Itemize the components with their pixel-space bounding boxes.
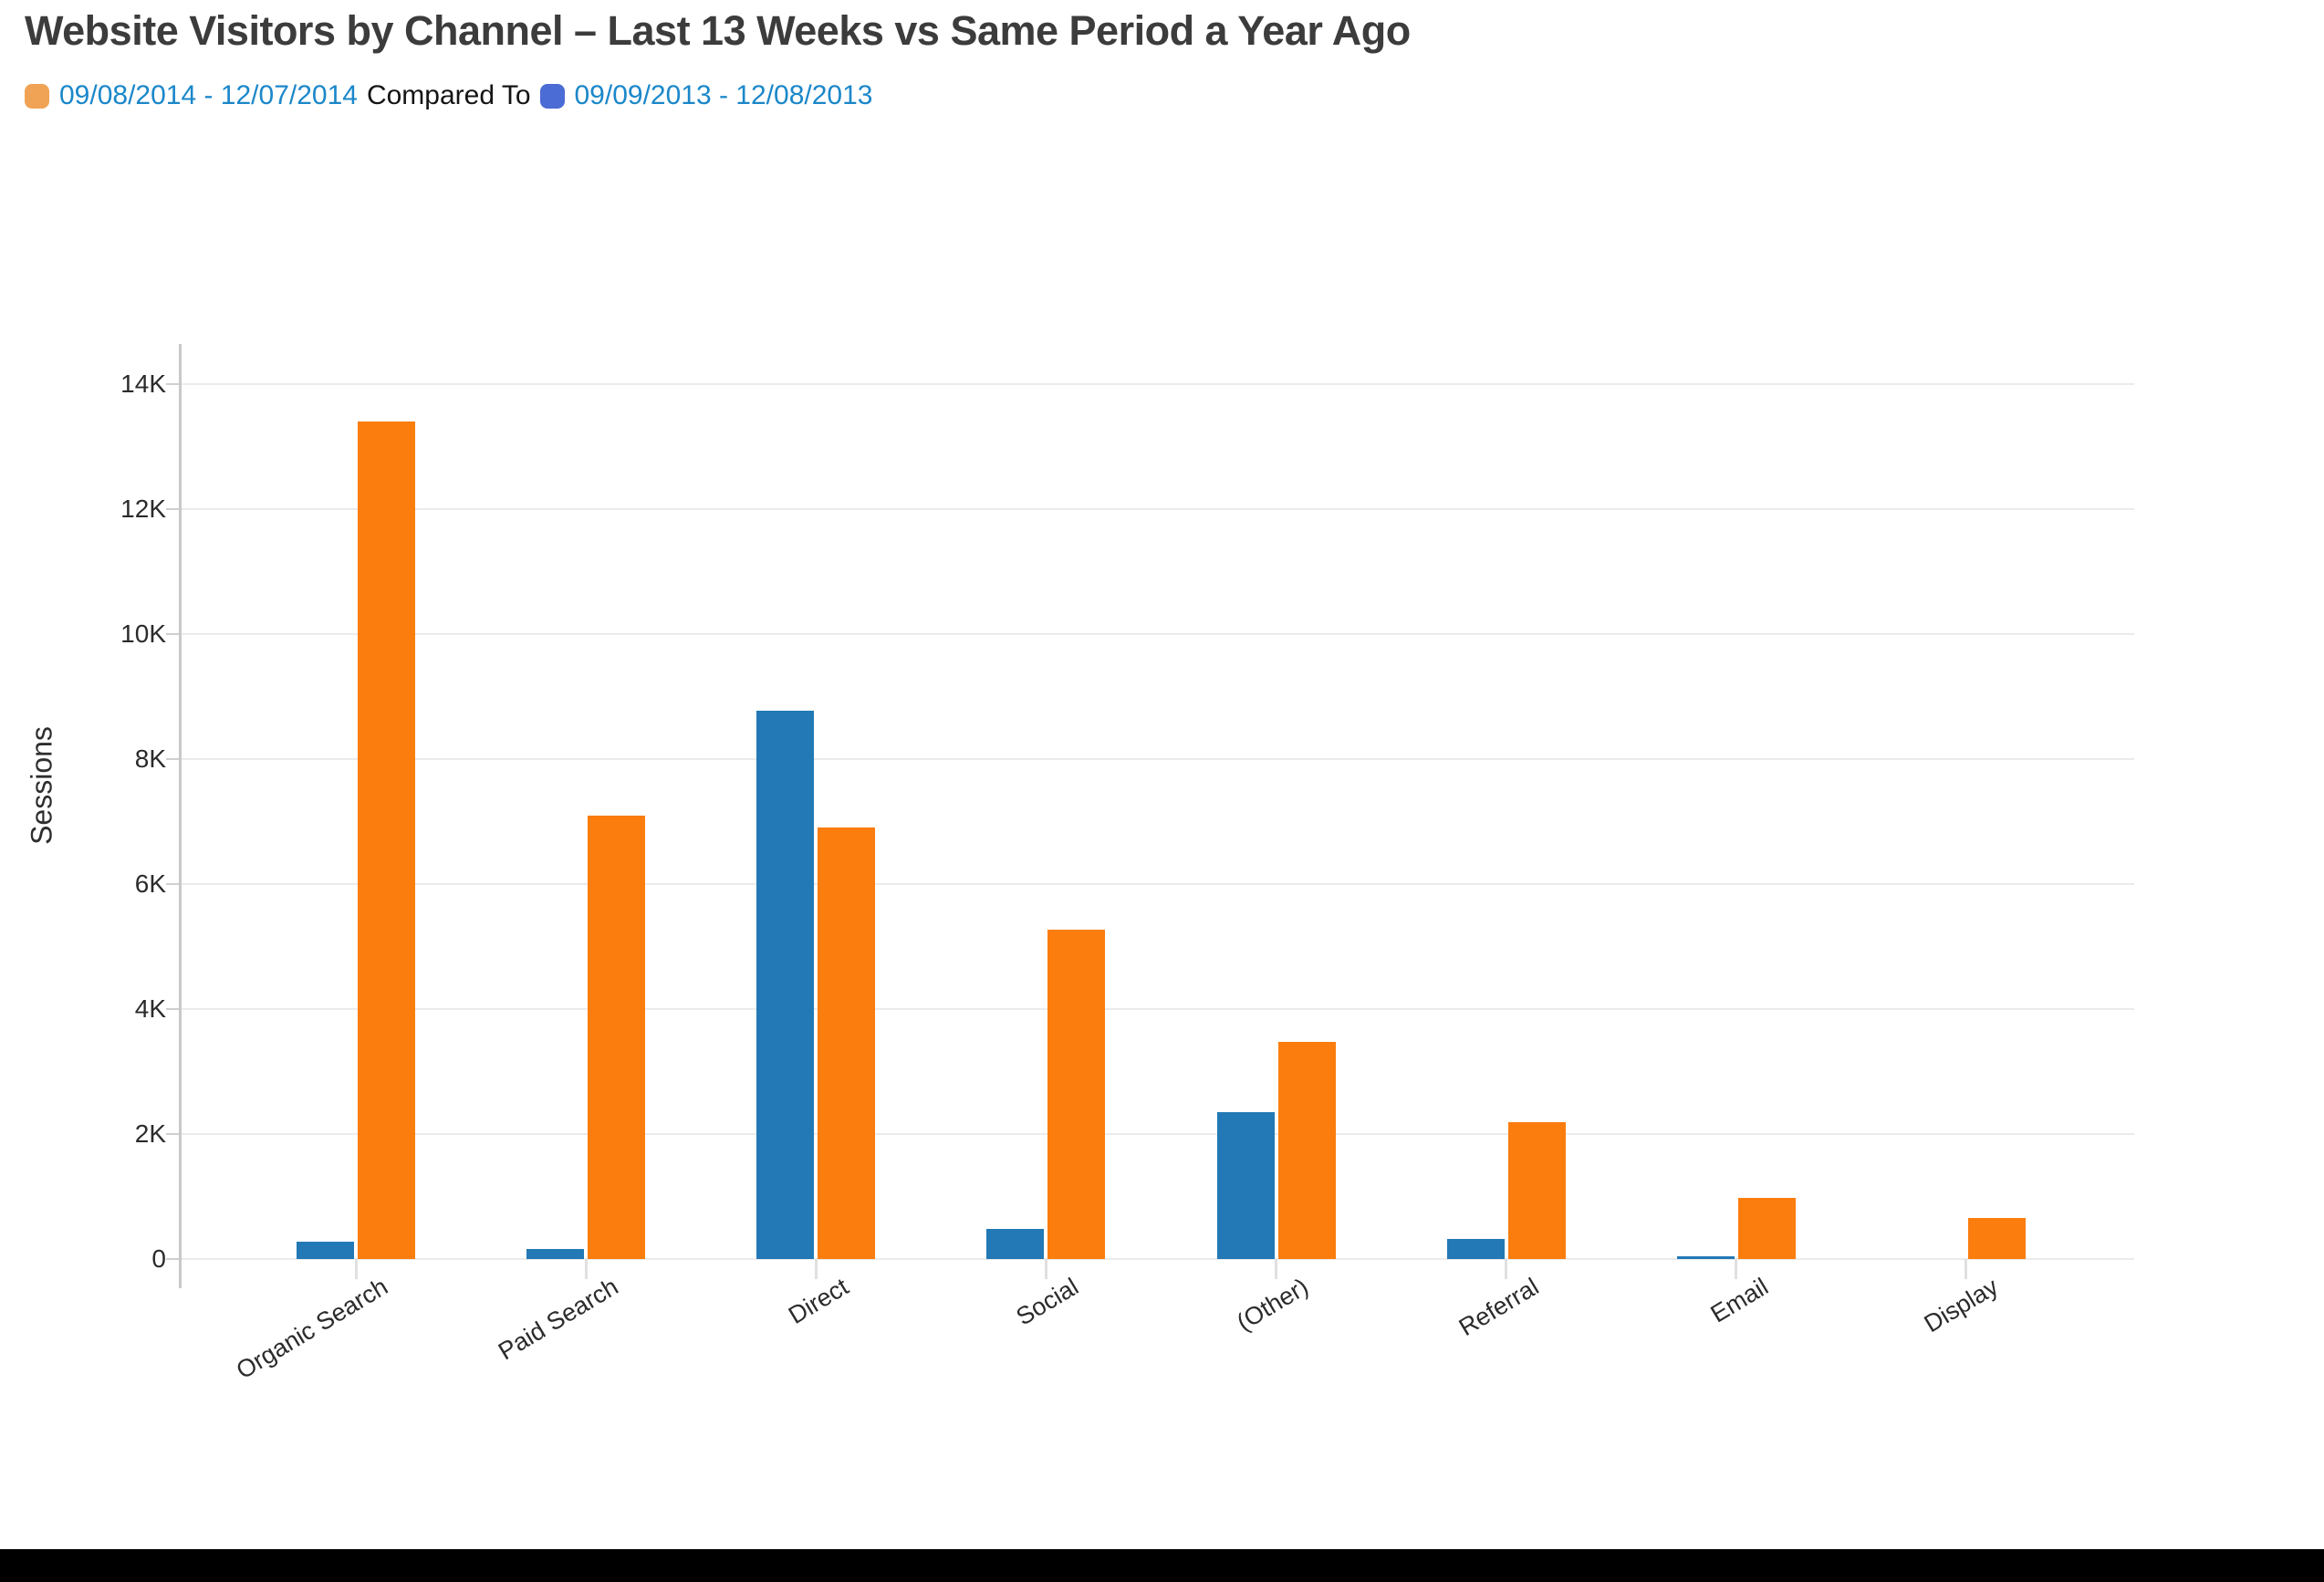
bar-organic-search-previous[interactable] (297, 1241, 354, 1259)
y-gridline-14K (180, 383, 2134, 385)
y-tick-12K (166, 508, 180, 510)
x-axis-label-display: Display (1920, 1273, 2004, 1338)
x-tick-email (1735, 1259, 1738, 1279)
y-tick-2K (166, 1133, 180, 1135)
x-tick-other (1275, 1259, 1278, 1279)
y-gridline-6K (180, 883, 2134, 885)
previous-period-swatch-icon (539, 83, 565, 109)
x-tick-paid-search (584, 1259, 588, 1279)
y-axis-line (179, 344, 182, 1288)
x-axis-label-referral: Referral (1454, 1273, 1544, 1342)
bar-paid-search-current[interactable] (588, 815, 646, 1259)
y-tick-label-12K: 12K (120, 494, 166, 523)
y-tick-label-0: 0 (151, 1244, 166, 1273)
y-gridline-12K (180, 508, 2134, 510)
y-gridline-8K (180, 758, 2134, 760)
x-tick-social (1044, 1259, 1047, 1279)
x-tick-organic-search (354, 1259, 358, 1279)
y-tick-4K (166, 1008, 180, 1010)
y-tick-8K (166, 758, 180, 760)
y-axis-title: Sessions (25, 726, 58, 845)
bar-organic-search-current[interactable] (358, 422, 415, 1259)
y-gridline-0 (180, 1258, 2134, 1260)
y-tick-14K (166, 383, 180, 385)
bar-referral-previous[interactable] (1446, 1239, 1505, 1259)
y-tick-label-10K: 10K (120, 619, 166, 648)
current-period-swatch-icon (25, 83, 49, 109)
compared-to-text: Compared To (366, 80, 531, 110)
x-axis-label-email: Email (1705, 1273, 1774, 1328)
x-axis-label-paid-search: Paid Search (494, 1273, 623, 1366)
chart-legend: 09/08/2014 - 12/07/2014 Compared To 09/0… (25, 78, 872, 113)
y-tick-10K (166, 633, 180, 635)
current-period-label: 09/08/2014 - 12/07/2014 (59, 80, 358, 110)
x-axis-label-direct: Direct (783, 1273, 853, 1330)
x-axis-label-other: (Other) (1232, 1273, 1314, 1337)
bar-direct-previous[interactable] (756, 710, 815, 1259)
bar-other-current[interactable] (1277, 1042, 1336, 1259)
bar-paid-search-previous[interactable] (526, 1249, 585, 1259)
bar-display-current[interactable] (1967, 1218, 2026, 1259)
bar-direct-current[interactable] (818, 827, 876, 1259)
x-tick-referral (1505, 1259, 1508, 1279)
bar-email-previous[interactable] (1676, 1256, 1735, 1259)
x-tick-direct (814, 1259, 818, 1279)
x-axis-label-social: Social (1011, 1273, 1083, 1331)
x-axis-label-organic-search: Organic Search (232, 1273, 393, 1385)
legend-item-previous-period[interactable]: 09/09/2013 - 12/08/2013 (539, 78, 873, 113)
bottom-black-bar (0, 1549, 2324, 1582)
bar-other-previous[interactable] (1216, 1112, 1275, 1259)
x-tick-display (1964, 1259, 1968, 1279)
y-tick-0 (166, 1258, 180, 1260)
y-gridline-2K (180, 1133, 2134, 1135)
y-tick-6K (166, 883, 180, 885)
bar-social-previous[interactable] (986, 1229, 1045, 1259)
bar-email-current[interactable] (1737, 1197, 1796, 1259)
y-gridline-10K (180, 633, 2134, 635)
chart-title: Website Visitors by Channel – Last 13 We… (25, 7, 1411, 54)
y-gridline-4K (180, 1008, 2134, 1010)
y-tick-label-2K: 2K (134, 1119, 166, 1148)
legend-item-current-period[interactable]: 09/08/2014 - 12/07/2014 (25, 78, 358, 113)
previous-period-label: 09/09/2013 - 12/08/2013 (574, 80, 873, 110)
y-tick-label-6K: 6K (134, 869, 166, 898)
y-tick-label-14K: 14K (120, 369, 166, 398)
bar-referral-current[interactable] (1507, 1121, 1566, 1259)
bar-social-current[interactable] (1047, 930, 1106, 1259)
y-tick-label-4K: 4K (134, 994, 166, 1023)
y-tick-label-8K: 8K (134, 744, 166, 773)
